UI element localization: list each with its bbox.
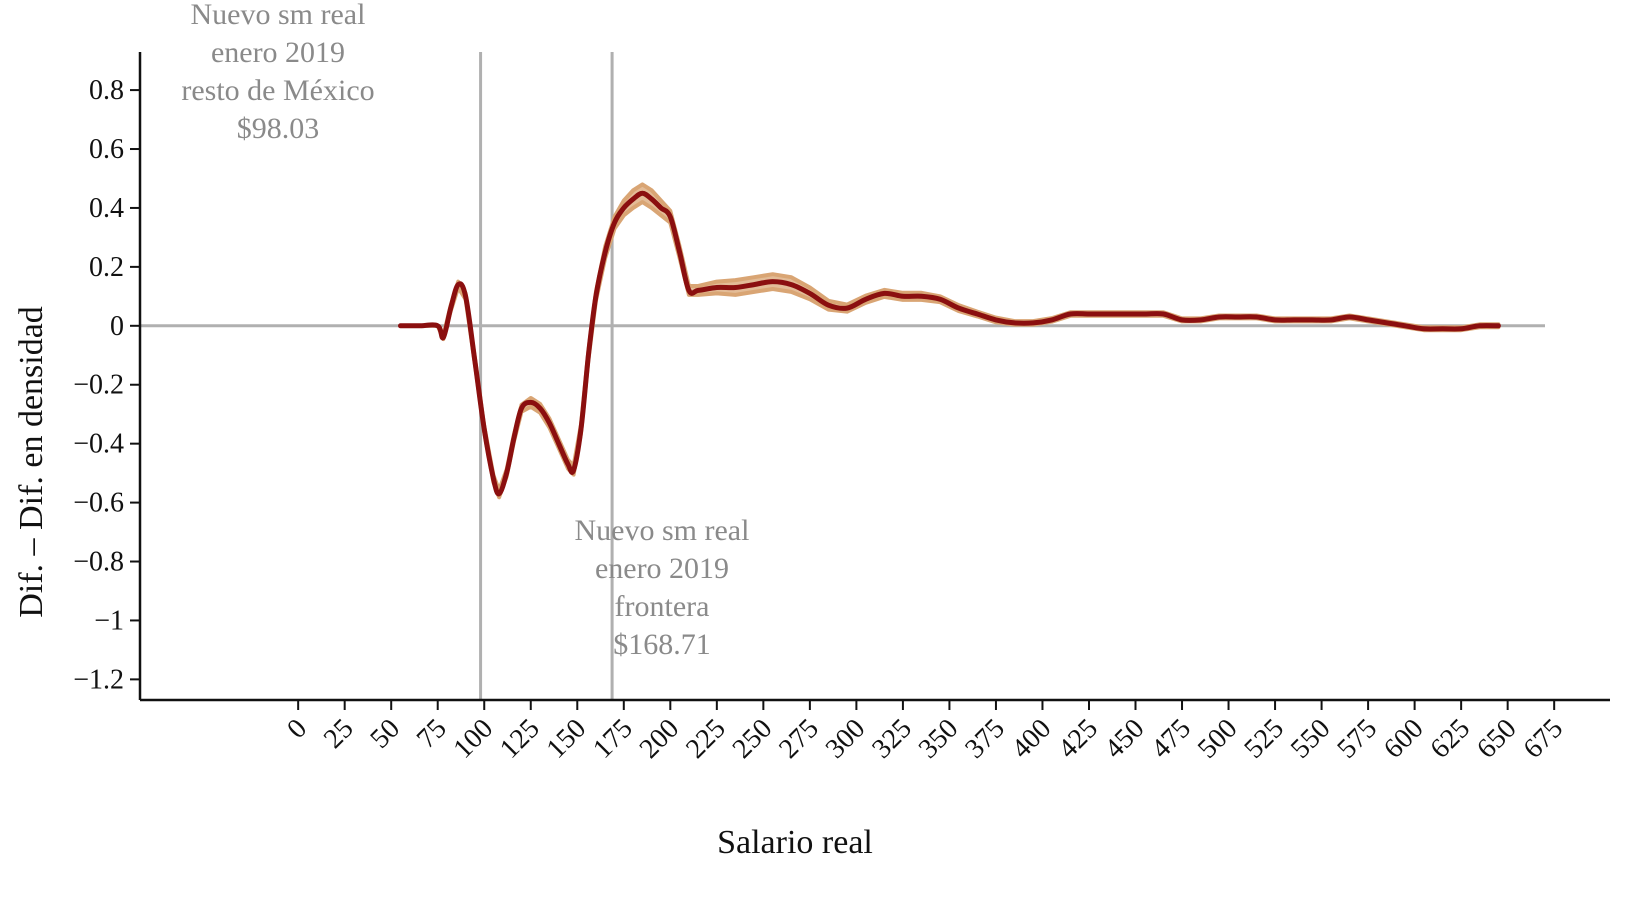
- y-tick-label: 0.4: [89, 193, 124, 224]
- x-tick-label: 400: [1006, 713, 1058, 765]
- x-tick-label: 75: [411, 713, 453, 755]
- reference-lines: [140, 52, 1545, 700]
- x-tick-label: 500: [1192, 713, 1244, 765]
- y-tick-label: 0.6: [89, 134, 124, 165]
- y-tick-label: −0.8: [73, 547, 124, 578]
- x-tick-label: 175: [587, 713, 639, 765]
- x-tick-label: 475: [1145, 713, 1197, 765]
- x-tick-label: 250: [727, 713, 779, 765]
- x-tick-label: 125: [494, 713, 546, 765]
- annotation-line: Nuevo sm real: [575, 514, 750, 547]
- axes: 0.80.60.40.20−0.2−0.4−0.6−0.8−1−1.20 25 50…: [73, 52, 1610, 765]
- y-tick-label: −0.2: [73, 370, 124, 401]
- y-tick-label: 0.2: [89, 252, 124, 283]
- y-axis-label: Dif. – Dif. en densidad: [13, 306, 50, 618]
- annotations: Nuevo sm real enero 2019 resto de México $9…: [181, 0, 749, 661]
- x-tick-label: 50: [364, 713, 406, 755]
- annotation-line: frontera: [615, 590, 710, 623]
- series-line-layer: [398, 190, 1501, 497]
- x-tick-label: 225: [680, 713, 732, 765]
- x-tick-label: 575: [1331, 713, 1383, 765]
- x-tick-label: 425: [1052, 713, 1104, 765]
- x-axis-label: Salario real: [717, 824, 873, 861]
- x-tick-label: 650: [1471, 713, 1523, 765]
- x-tick-label: 525: [1238, 713, 1290, 765]
- x-tick-label: 325: [866, 713, 918, 765]
- y-tick-label: −1: [94, 605, 124, 636]
- confidence-band-layer: [398, 182, 1501, 500]
- annotation-line: $98.03: [237, 112, 320, 145]
- x-tick-label: 350: [913, 713, 965, 765]
- x-tick-label: 200: [634, 713, 686, 765]
- annotation-line: $168.71: [613, 628, 711, 661]
- x-tick-label: 450: [1099, 713, 1151, 765]
- x-tick-label: 275: [773, 713, 825, 765]
- x-tick-label: 100: [448, 713, 500, 765]
- y-tick-label: −0.6: [73, 488, 124, 519]
- reference-annotation-2: Nuevo sm real enero 2019 frontera $168.71: [575, 514, 750, 661]
- y-tick-label: 0.8: [89, 75, 124, 106]
- y-tick-label: −1.2: [73, 664, 124, 695]
- x-tick-label: 600: [1378, 713, 1430, 765]
- confidence-band: [398, 182, 1501, 500]
- x-tick-label: 300: [820, 713, 872, 765]
- y-tick-label: −0.4: [73, 429, 124, 460]
- annotation-line: enero 2019: [595, 552, 729, 585]
- x-tick-label: 150: [541, 713, 593, 765]
- x-tick-label: 625: [1424, 713, 1476, 765]
- series-line: [398, 190, 1501, 497]
- x-tick-label: 375: [959, 713, 1011, 765]
- annotation-line: enero 2019: [211, 36, 345, 69]
- x-tick-label: 675: [1518, 713, 1570, 765]
- x-tick-label: 25: [318, 713, 360, 755]
- annotation-line: resto de México: [181, 74, 374, 107]
- reference-annotation-1: Nuevo sm real enero 2019 resto de México $9…: [181, 0, 374, 145]
- x-tick-label: 550: [1285, 713, 1337, 765]
- annotation-line: Nuevo sm real: [191, 0, 366, 31]
- y-tick-label: 0: [110, 311, 124, 342]
- x-tick-label: 0: [281, 713, 313, 745]
